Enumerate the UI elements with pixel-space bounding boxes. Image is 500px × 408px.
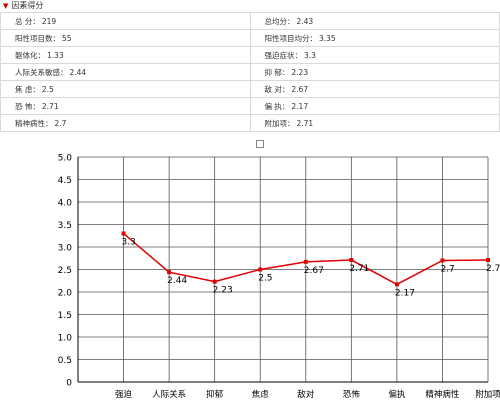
score-cell: 阳性项目数： 55 xyxy=(0,29,251,47)
score-value: 1.33 xyxy=(47,50,64,60)
score-label: 焦 虑： xyxy=(15,84,40,94)
score-cell: 精神病性： 2.7 xyxy=(0,114,251,132)
score-row: 焦 虑： 2.5 敌 对： 2.67 xyxy=(0,80,500,98)
score-row: 精神病性： 2.7 附加项： 2.71 xyxy=(0,114,500,132)
score-value: 2.67 xyxy=(291,84,309,94)
data-point xyxy=(167,270,172,275)
y-tick-label: 1.5 xyxy=(58,311,72,321)
score-label: 敌 对： xyxy=(264,84,290,94)
score-value: 219 xyxy=(41,16,57,26)
score-label: 总 分： xyxy=(15,16,40,26)
score-row: 恐 怖： 2.71 偏 执： 2.17 xyxy=(0,97,500,115)
score-value: 55 xyxy=(62,33,72,43)
score-value: 3.3 xyxy=(304,50,316,60)
factor-score-chart: 0 0.5 1.0 1.5 2.0 2.5 3.0 3.5 4.0 4.5 5.0 强迫 人际关系 抑郁 焦… xyxy=(58,154,500,401)
data-point xyxy=(121,231,126,236)
score-value: 2.71 xyxy=(41,101,59,111)
data-value-label: 2.71 xyxy=(349,264,369,274)
data-value-label: 2.44 xyxy=(167,276,187,286)
data-point xyxy=(440,258,445,263)
data-value-label: 2.23 xyxy=(213,286,233,296)
score-value: 2.43 xyxy=(296,16,314,26)
score-cell: 恐 怖： 2.71 xyxy=(0,97,251,115)
score-row: 躯体化： 1.33 强迫症状： 3.3 xyxy=(0,46,500,64)
score-cell: 阳性项目均分： 3.35 xyxy=(249,29,500,47)
score-label: 精神病性： xyxy=(15,118,53,128)
score-label: 阳性项目均分： xyxy=(264,33,318,43)
score-value: 2.17 xyxy=(291,101,309,111)
score-label: 强迫症状： xyxy=(264,50,303,60)
section-header: ▼ 因素得分 xyxy=(0,0,500,12)
score-row: 总 分： 219 总均分： 2.43 xyxy=(0,12,500,30)
score-cell: 附加项： 2.71 xyxy=(249,114,500,132)
score-label: 附加项： xyxy=(264,118,295,128)
score-cell: 敌 对： 2.67 xyxy=(249,80,500,98)
y-tick-label: 0 xyxy=(66,379,72,389)
x-category-label: 恐怖 xyxy=(343,389,361,400)
y-tick-label: 5.0 xyxy=(58,154,73,164)
y-tick-label: 4.0 xyxy=(58,199,73,209)
collapse-arrow-icon[interactable]: ▼ xyxy=(3,2,9,10)
score-cell: 偏 执： 2.17 xyxy=(249,97,500,115)
score-cell: 抑 郁： 2.23 xyxy=(249,63,500,81)
data-point xyxy=(212,279,217,284)
x-category-label: 偏执 xyxy=(388,389,406,400)
x-category-label: 人际关系 xyxy=(152,389,186,400)
score-value: 2.5 xyxy=(41,84,54,94)
data-point xyxy=(303,259,308,264)
x-category-label: 强迫 xyxy=(115,389,133,400)
score-row: 阳性项目数： 55 阳性项目均分： 3.35 xyxy=(0,29,500,47)
score-value: 2.7 xyxy=(54,118,67,128)
score-cell: 总 分： 219 xyxy=(0,12,251,30)
score-value: 3.35 xyxy=(319,33,336,43)
score-value: 2.44 xyxy=(69,67,87,77)
data-point xyxy=(486,258,490,263)
score-label: 人际关系敏感： xyxy=(15,67,68,77)
score-cell: 躯体化： 1.33 xyxy=(0,46,251,64)
data-value-label: 3.3 xyxy=(122,238,136,248)
y-tick-label: 1.0 xyxy=(58,334,73,344)
score-cell: 焦 虑： 2.5 xyxy=(0,80,251,98)
section-title: 因素得分 xyxy=(11,1,44,10)
data-value-label: 2.7 xyxy=(440,265,454,275)
score-value: 2.71 xyxy=(296,118,314,128)
y-tick-label: 2.0 xyxy=(58,289,73,299)
score-label: 恐 怖： xyxy=(15,101,40,111)
y-tick-label: 2.5 xyxy=(58,266,72,276)
score-label: 偏 执： xyxy=(264,101,290,111)
score-label: 阳性项目数： xyxy=(15,33,60,43)
score-cell: 人际关系敏感： 2.44 xyxy=(0,63,251,81)
y-tick-label: 3.0 xyxy=(58,244,73,254)
data-value-label: 2.67 xyxy=(304,266,324,276)
data-point xyxy=(349,258,354,263)
score-cell: 总均分： 2.43 xyxy=(249,12,500,30)
score-label: 抑 郁： xyxy=(264,67,290,77)
y-tick-label: 0.5 xyxy=(58,356,72,366)
score-value: 2.23 xyxy=(291,67,309,77)
score-row: 人际关系敏感： 2.44 抑 郁： 2.23 xyxy=(0,63,500,81)
x-category-label: 精神病性 xyxy=(425,389,460,400)
score-table: 总 分： 219 总均分： 2.43 阳性项目数： 55 阳性项目均分： 3.35 躯体化： 1.… xyxy=(0,12,500,132)
y-tick-label: 4.5 xyxy=(58,176,72,186)
x-category-label: 焦虑 xyxy=(252,389,270,400)
data-point xyxy=(394,282,399,287)
score-cell: 强迫症状： 3.3 xyxy=(249,46,500,64)
data-value-label: 2.17 xyxy=(395,288,415,298)
score-label: 躯体化： xyxy=(15,50,45,60)
x-category-label: 附加项 xyxy=(475,389,500,400)
y-tick-label: 3.5 xyxy=(58,221,72,231)
chart-toggle-checkbox[interactable] xyxy=(256,140,264,148)
data-value-label: 2.71 xyxy=(486,264,500,274)
x-category-label: 敌对 xyxy=(297,389,315,400)
data-value-label: 2.5 xyxy=(258,274,272,284)
x-category-label: 抑郁 xyxy=(206,389,224,400)
score-label: 总均分： xyxy=(264,16,295,26)
data-point xyxy=(258,267,263,272)
